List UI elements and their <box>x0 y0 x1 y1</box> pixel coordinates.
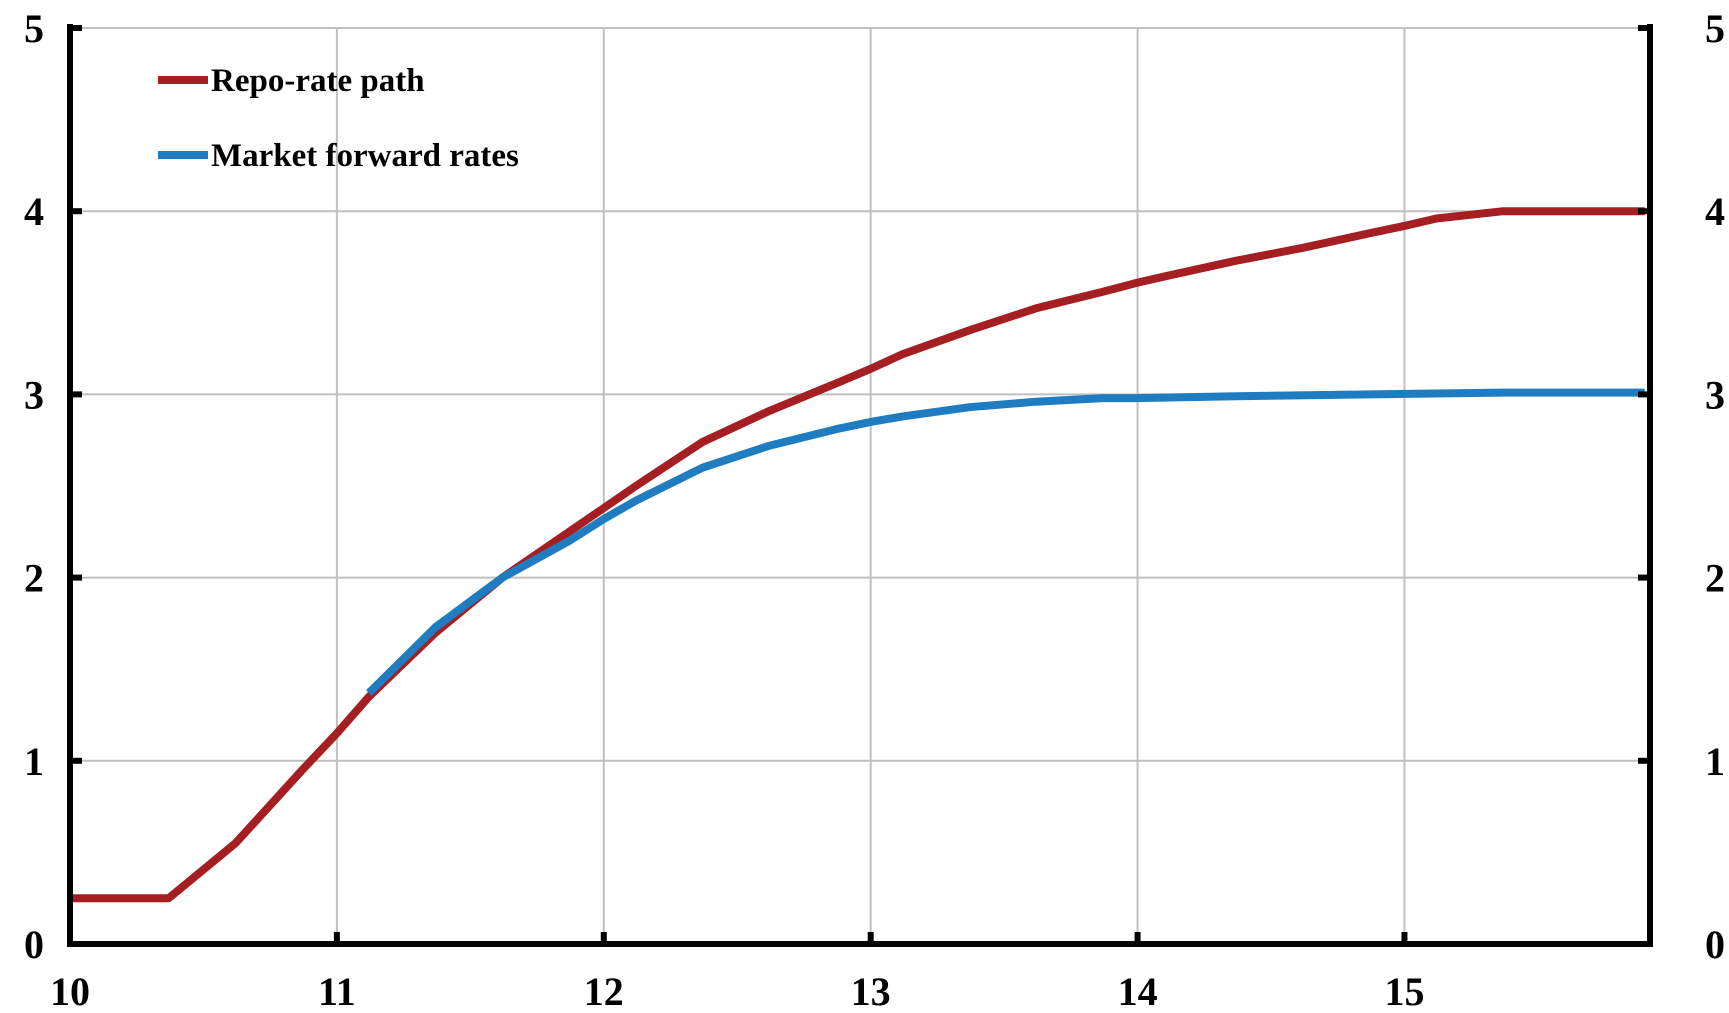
y-tick-label-left: 2 <box>24 556 44 601</box>
y-tick-label-left: 1 <box>24 739 44 784</box>
x-tick-label: 14 <box>1118 969 1158 1013</box>
y-tick-label-right: 5 <box>1705 6 1725 51</box>
y-tick-label-right: 2 <box>1705 556 1725 601</box>
grid <box>70 27 1650 944</box>
y-tick-label-left: 5 <box>24 6 44 51</box>
x-tick-label: 13 <box>851 969 891 1013</box>
x-tick-label: 15 <box>1384 969 1424 1013</box>
y-tick-label-right: 0 <box>1705 922 1725 967</box>
y-tick-label-right: 1 <box>1705 739 1725 784</box>
y-tick-label-left: 3 <box>24 372 44 417</box>
x-tick-label: 12 <box>584 969 624 1013</box>
y-tick-label-right: 3 <box>1705 372 1725 417</box>
x-tick-label: 10 <box>50 969 90 1013</box>
axes <box>67 24 1653 947</box>
legend: Repo-rate path Market forward rates <box>158 63 519 174</box>
x-tick-label: 11 <box>318 969 356 1013</box>
series-line-market-forward-rates <box>366 388 1645 696</box>
legend-label: Repo-rate path <box>211 63 425 99</box>
y-tick-label-left: 0 <box>24 922 44 967</box>
series-lines <box>70 207 1645 903</box>
series-line-repo-rate-path <box>70 207 1645 903</box>
y-tick-label-right: 4 <box>1705 189 1725 234</box>
legend-label: Market forward rates <box>211 138 519 174</box>
y-tick-label-left: 4 <box>24 189 44 234</box>
